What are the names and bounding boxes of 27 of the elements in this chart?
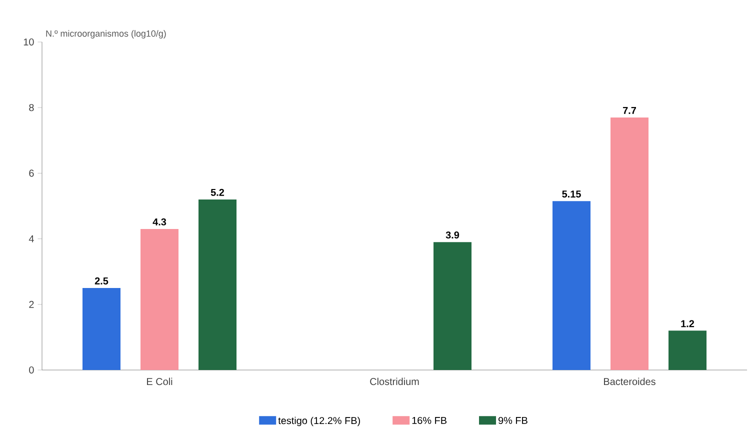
y-axis-title: N.º microorganismos (log10/g) (46, 30, 166, 38)
data-label: 5.15 (562, 190, 581, 198)
bar (140, 228, 178, 370)
x-tick-label: E Coli (147, 378, 172, 386)
data-label: 3.9 (446, 231, 460, 239)
data-label: 7.7 (623, 107, 636, 114)
legend-label: 16% FB (412, 416, 446, 424)
x-tick-label: Clostridium (370, 378, 419, 386)
data-label: 2.5 (94, 277, 108, 284)
bar (198, 199, 237, 370)
bar (610, 117, 649, 370)
bar (434, 242, 472, 370)
x-tick-label: Bacteroides (604, 378, 656, 386)
y-tick-label: 8 (29, 104, 34, 112)
y-tick-label: 10 (24, 38, 34, 46)
y-tick-label: 2 (29, 300, 34, 308)
data-label: 1.2 (681, 320, 694, 328)
legend-label: testigo (12.2% FB) (278, 416, 360, 426)
data-label: 4.3 (152, 218, 166, 226)
data-label: 5.2 (210, 188, 224, 196)
legend-label: 9% FB (498, 416, 528, 424)
bar (82, 288, 120, 370)
y-tick-label: 0 (29, 366, 34, 374)
y-tick-label: 4 (28, 235, 34, 242)
bar (668, 330, 707, 370)
y-tick-label: 6 (29, 170, 34, 177)
bar (552, 201, 591, 370)
